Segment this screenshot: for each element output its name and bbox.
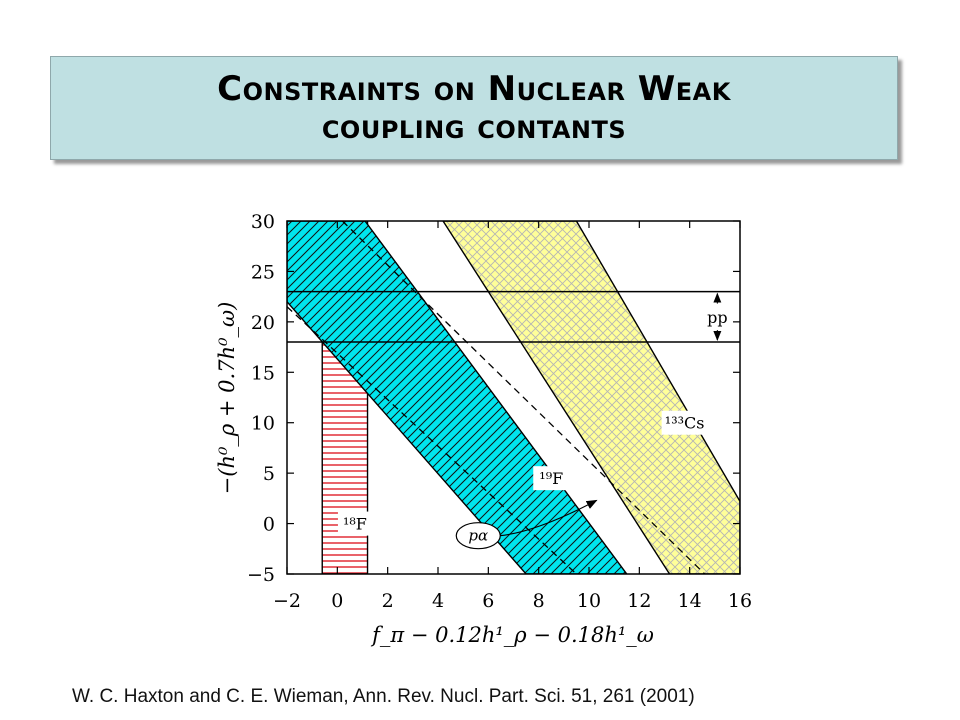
x-tick-label: 16 xyxy=(728,590,752,612)
y-axis-label: −(h⁰_ρ + 0.7h⁰_ω) xyxy=(215,302,239,495)
y-tick-label: 30 xyxy=(251,211,275,233)
band-label-18F: ¹⁸F xyxy=(343,515,367,534)
label-bg-133Cs xyxy=(661,410,708,435)
x-tick-label: 6 xyxy=(482,590,494,612)
plot-frame xyxy=(286,220,741,575)
x-tick-label: 12 xyxy=(627,590,651,612)
x-tick-label: 14 xyxy=(678,590,702,612)
annotation-arrow-p-alpha xyxy=(500,499,598,537)
label-bg-18F xyxy=(337,511,372,536)
y-tick-label: 20 xyxy=(251,312,275,334)
y-tick-label: 10 xyxy=(251,413,275,435)
band-label-pp: pp xyxy=(707,308,727,327)
dashed-upper xyxy=(341,221,706,574)
title-line-1: Constraints on Nuclear Weak xyxy=(217,69,731,109)
x-tick-label: 4 xyxy=(432,590,444,612)
x-tick-label: 0 xyxy=(331,590,343,612)
y-tick-label: 15 xyxy=(251,362,275,384)
y-tick-label: −5 xyxy=(247,564,275,586)
x-tick-label: 8 xyxy=(533,590,545,612)
citation: W. C. Haxton and C. E. Wieman, Ann. Rev.… xyxy=(72,686,695,707)
x-tick-label: 10 xyxy=(577,590,601,612)
y-tick-label: 25 xyxy=(251,261,275,283)
y-tick-label: 5 xyxy=(263,463,275,485)
band-label-19F: ¹⁹F xyxy=(539,469,563,488)
label-bg-19F xyxy=(533,466,570,491)
y-tick-label: 0 xyxy=(263,514,275,536)
band-label-133Cs: ¹³³Cs xyxy=(665,414,705,433)
label-bg-pp xyxy=(702,304,733,329)
title-line-2: coupling contants xyxy=(321,107,627,147)
band-133Cs xyxy=(442,221,740,574)
annotation-label-p-alpha: pα xyxy=(468,527,488,545)
x-tick-label: −2 xyxy=(273,590,301,612)
title-box: Constraints on Nuclear Weak coupling con… xyxy=(50,56,898,160)
x-axis-label: f_π − 0.12h¹_ρ − 0.18h¹_ω xyxy=(370,623,654,647)
x-tick-label: 2 xyxy=(382,590,394,612)
